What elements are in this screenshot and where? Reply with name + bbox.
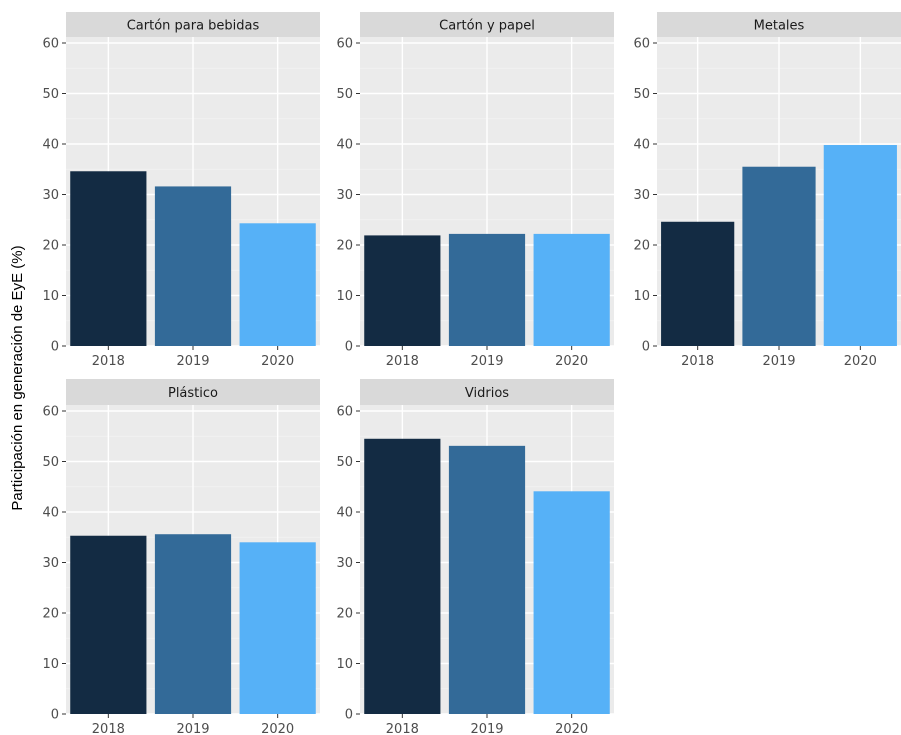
panel-strip	[360, 12, 614, 37]
y-tick-label: 30	[42, 556, 59, 571]
y-tick-label: 60	[42, 37, 59, 52]
x-tick-label: 2018	[92, 354, 125, 369]
x-tick-label: 2018	[386, 354, 419, 369]
y-tick-label: 20	[336, 239, 353, 254]
bar-2019	[154, 534, 232, 714]
y-tick-label: 0	[345, 708, 353, 723]
bar-2019	[154, 186, 232, 346]
y-tick-label: 40	[42, 138, 59, 153]
y-tick-label: 20	[42, 239, 59, 254]
panel-plastico: Plástico 0 10 20 30 40 50 60 2018 2019 2020	[42, 379, 320, 735]
bar-2018	[661, 221, 735, 346]
x-tick-label: 2019	[470, 354, 503, 369]
y-tick-label: 10	[336, 657, 353, 672]
bar-2020	[533, 233, 610, 346]
y-tick-label: 50	[42, 87, 59, 102]
y-tick-label: 0	[51, 340, 59, 355]
x-tick-label: 2020	[555, 354, 588, 369]
bar-2020	[533, 491, 610, 714]
bar-2020	[823, 145, 897, 346]
bar-2018	[364, 438, 441, 714]
y-tick-label: 60	[336, 405, 353, 420]
y-tick-label: 60	[42, 405, 59, 420]
y-tick-label: 50	[42, 455, 59, 470]
y-tick-label: 50	[336, 87, 353, 102]
panel-carton-y-papel: Cartón y papel 0 10 20 30 40 50 60 2018 2019 2020	[336, 12, 614, 369]
bar-2018	[70, 535, 147, 714]
y-tick-label: 20	[42, 607, 59, 622]
y-tick-label: 60	[633, 37, 650, 52]
x-tick-label: 2019	[176, 354, 209, 369]
y-tick-label: 10	[336, 289, 353, 304]
y-tick-label: 40	[42, 506, 59, 521]
panel-vidrios: Vidrios 0 10 20 30 40 50 60 2018 2019 2020	[336, 379, 614, 735]
panels: Cartón para bebidas 0 10 20 30 40 50 60 2018 2019…	[42, 12, 901, 735]
x-tick-label: 2018	[386, 722, 419, 735]
y-tick-label: 50	[336, 455, 353, 470]
y-tick-label: 0	[51, 708, 59, 723]
x-tick-label: 2020	[844, 354, 877, 369]
y-tick-label: 40	[336, 138, 353, 153]
y-tick-label: 10	[42, 657, 59, 672]
y-tick-label: 20	[633, 239, 650, 254]
panel-title: Metales	[754, 19, 805, 34]
panel-strip	[657, 12, 901, 37]
panel-title: Cartón para bebidas	[127, 19, 260, 34]
y-tick-label: 10	[633, 289, 650, 304]
x-tick-label: 2020	[555, 722, 588, 735]
y-tick-label: 0	[345, 340, 353, 355]
y-tick-label: 40	[633, 138, 650, 153]
panel-title: Vidrios	[465, 386, 509, 401]
x-tick-label: 2018	[681, 354, 714, 369]
panel-carton-para-bebidas: Cartón para bebidas 0 10 20 30 40 50 60 2018 2019…	[42, 12, 320, 369]
y-tick-label: 10	[42, 289, 59, 304]
y-tick-label: 30	[633, 188, 650, 203]
y-tick-label: 60	[336, 37, 353, 52]
y-tick-label: 40	[336, 506, 353, 521]
y-tick-label: 50	[633, 87, 650, 102]
bar-2019	[742, 166, 816, 346]
bar-2019	[448, 445, 526, 714]
panel-strip	[66, 12, 320, 37]
x-tick-label: 2020	[261, 354, 294, 369]
x-tick-label: 2020	[261, 722, 294, 735]
bar-2020	[239, 223, 316, 346]
x-tick-label: 2019	[176, 722, 209, 735]
panel-strip	[360, 379, 614, 405]
y-tick-label: 30	[336, 188, 353, 203]
y-tick-label: 20	[336, 607, 353, 622]
y-tick-label: 0	[642, 340, 650, 355]
x-tick-label: 2019	[470, 722, 503, 735]
bar-2018	[70, 171, 147, 346]
y-axis-label: Participación en generación de EyE (%)	[9, 245, 26, 510]
panel-title: Plástico	[168, 386, 218, 401]
y-tick-label: 30	[42, 188, 59, 203]
panel-metales: Metales 0 10 20 30 40 50 60 2018 2019 2020	[633, 12, 901, 369]
bar-2018	[364, 235, 441, 346]
y-tick-label: 30	[336, 556, 353, 571]
panel-strip	[66, 379, 320, 405]
x-tick-label: 2018	[92, 722, 125, 735]
bar-2020	[239, 542, 316, 714]
bar-2019	[448, 233, 526, 346]
x-tick-label: 2019	[762, 354, 795, 369]
panel-title: Cartón y papel	[439, 19, 535, 34]
